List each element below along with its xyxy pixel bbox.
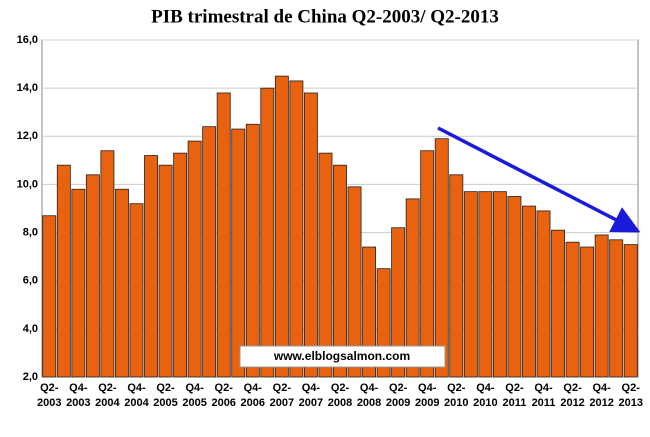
x-tick-label: Q2- 2010 xyxy=(444,382,469,409)
trend-arrow xyxy=(437,126,641,233)
bar xyxy=(115,188,129,378)
x-tick-label: Q4- 2008 xyxy=(356,382,382,409)
bar xyxy=(333,164,347,378)
bar xyxy=(202,126,217,378)
bar xyxy=(144,155,158,378)
y-tick-label: 6,0 xyxy=(23,275,38,287)
x-tick-label: Q2- 2003 xyxy=(37,382,62,409)
bar xyxy=(260,87,275,378)
bar xyxy=(71,188,86,378)
watermark-box xyxy=(239,345,446,368)
bar xyxy=(129,203,144,378)
bar xyxy=(478,191,493,378)
bar xyxy=(580,246,595,378)
bar xyxy=(492,191,507,378)
bar xyxy=(609,239,624,378)
bar xyxy=(565,241,580,378)
bar xyxy=(623,244,638,378)
x-tick-label: Q4- 2006 xyxy=(240,382,265,409)
bar xyxy=(303,92,318,378)
y-tick-label: 14,0 xyxy=(17,82,38,94)
bar xyxy=(536,210,551,378)
x-tick-label: Q2- 2013 xyxy=(618,382,643,409)
y-tick-label: 12,0 xyxy=(17,130,38,142)
bar xyxy=(42,215,57,378)
bar xyxy=(274,75,289,378)
x-tick-label: Q4- 2003 xyxy=(66,382,91,409)
watermark: www.elblogsalmon.com xyxy=(273,349,410,363)
bar xyxy=(347,186,362,378)
x-tick-label: Q2- 2008 xyxy=(327,382,353,409)
bar xyxy=(85,174,100,378)
bar xyxy=(362,246,377,378)
bar xyxy=(100,150,115,378)
x-tick-label: Q2- 2009 xyxy=(385,382,411,409)
x-tick-label: Q2- 2006 xyxy=(211,382,236,409)
bar xyxy=(289,80,304,378)
bar xyxy=(594,234,609,378)
x-tick-label: Q4- 2005 xyxy=(182,382,207,409)
y-tick-label: 10,0 xyxy=(17,178,38,190)
bar xyxy=(507,196,522,378)
x-tick-label: Q4- 2009 xyxy=(414,382,440,409)
x-tick-label: Q2- 2012 xyxy=(560,382,585,409)
bar xyxy=(522,205,536,378)
x-tick-label: Q4- 2010 xyxy=(473,382,498,409)
bar xyxy=(216,92,231,378)
bar xyxy=(187,140,202,378)
y-tick-label: 2,0 xyxy=(23,371,38,383)
bar xyxy=(318,152,333,378)
y-tick-label: 16,0 xyxy=(17,34,38,46)
bar xyxy=(449,174,464,378)
x-tick-label: Q2- 2007 xyxy=(269,382,295,409)
bar xyxy=(420,150,435,378)
bar xyxy=(158,164,173,378)
bar xyxy=(56,164,71,378)
x-tick-label: Q4- 2007 xyxy=(298,382,324,409)
bar xyxy=(551,229,565,378)
bar xyxy=(231,128,246,378)
x-tick-label: Q4- 2004 xyxy=(124,382,149,409)
bar xyxy=(173,152,188,378)
bar xyxy=(463,191,478,378)
bar xyxy=(245,123,260,378)
x-tick-label: Q2- 2004 xyxy=(95,382,120,409)
x-tick-label: Q2- 2005 xyxy=(153,382,178,409)
x-tick-label: Q4- 2011 xyxy=(531,382,556,409)
x-tick-label: Q4- 2012 xyxy=(589,382,614,409)
bar xyxy=(434,138,449,378)
chart-title: PIB trimestral de China Q2-2003/ Q2-2013 xyxy=(151,6,499,27)
x-tick-label: Q2- 2011 xyxy=(502,382,527,409)
bar xyxy=(405,198,420,378)
bar xyxy=(391,227,406,378)
y-tick-label: 4,0 xyxy=(23,323,38,335)
y-tick-label: 8,0 xyxy=(23,226,38,238)
